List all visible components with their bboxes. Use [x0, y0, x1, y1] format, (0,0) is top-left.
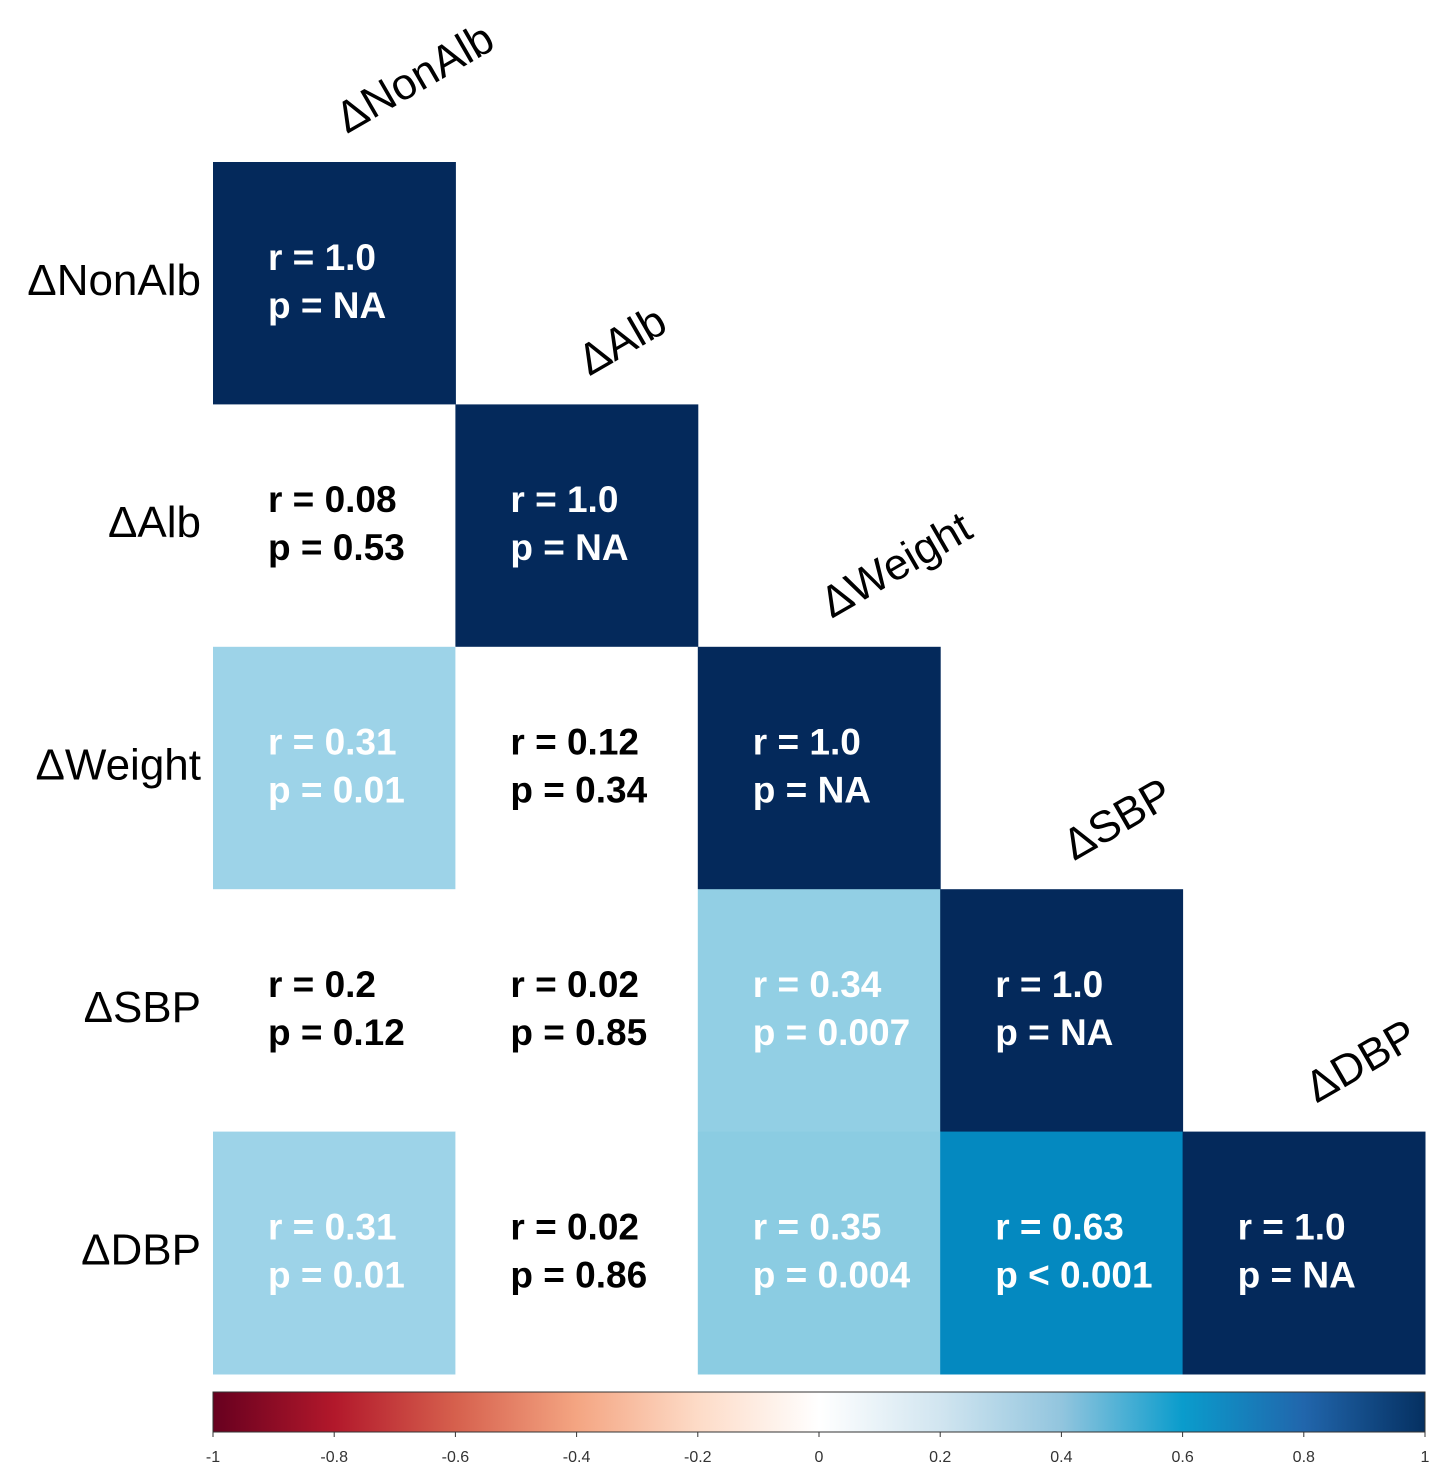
p-label: p = 0.12	[268, 1012, 405, 1053]
cell	[455, 889, 699, 1133]
r-label: r = 1.0	[268, 237, 376, 278]
p-label: p = 0.01	[268, 770, 405, 811]
p-label: p = 0.34	[510, 770, 647, 811]
p-label: p = 0.01	[268, 1254, 405, 1295]
p-label: p = NA	[753, 770, 871, 811]
cell	[455, 404, 699, 648]
cell	[213, 162, 456, 405]
p-label: p = NA	[1238, 1254, 1356, 1295]
cell	[213, 1131, 456, 1375]
colorbar	[212, 1391, 1426, 1433]
p-label: p = NA	[268, 285, 386, 326]
cell	[455, 646, 699, 890]
r-label: r = 0.02	[510, 964, 639, 1005]
r-label: r = 0.08	[268, 479, 397, 520]
cell	[1182, 1131, 1426, 1375]
colorbar-tick-label: 1	[1421, 1449, 1430, 1466]
r-label: r = 1.0	[995, 964, 1103, 1005]
p-label: p = 0.004	[753, 1254, 911, 1295]
p-label: p = 0.007	[753, 1012, 910, 1053]
colorbar-tick-label: -0.8	[320, 1449, 348, 1466]
row-label: ΔAlb	[108, 498, 201, 547]
p-label: p = 0.85	[510, 1012, 647, 1053]
cell	[455, 1131, 699, 1375]
r-label: r = 0.35	[753, 1206, 882, 1247]
cell	[697, 889, 941, 1133]
colorbar-tick-label: -0.2	[684, 1449, 712, 1466]
r-label: r = 0.2	[268, 964, 376, 1005]
colorbar-tick-label: 0.4	[1050, 1449, 1072, 1466]
r-label: r = 1.0	[1238, 1206, 1346, 1247]
cell	[213, 646, 456, 890]
r-label: r = 1.0	[753, 722, 861, 763]
colorbar-tick-label: -0.6	[442, 1449, 470, 1466]
colorbar-tick-label: 0.6	[1171, 1449, 1193, 1466]
r-label: r = 0.31	[268, 1206, 397, 1247]
row-label: ΔDBP	[81, 1225, 201, 1274]
colorbar-tick-label: 0.2	[929, 1449, 951, 1466]
r-label: r = 1.0	[510, 479, 618, 520]
cell	[213, 404, 456, 648]
r-label: r = 0.34	[753, 964, 882, 1005]
cell	[940, 889, 1184, 1133]
cell	[697, 646, 941, 890]
cell	[697, 1131, 941, 1375]
cell	[213, 889, 456, 1133]
row-label: ΔSBP	[84, 983, 201, 1032]
p-label: p < 0.001	[995, 1254, 1152, 1295]
p-label: p = 0.53	[268, 527, 405, 568]
r-label: r = 0.63	[995, 1206, 1124, 1247]
column-label: ΔSBP	[1055, 769, 1181, 870]
cell	[940, 1131, 1184, 1375]
p-label: p = 0.86	[510, 1254, 647, 1295]
colorbar-tick-label: 0	[815, 1449, 824, 1466]
colorbar-tick-label: -1	[206, 1449, 220, 1466]
colorbar-tick-label: 0.8	[1293, 1449, 1315, 1466]
column-label: ΔAlb	[570, 296, 675, 385]
colorbar-tick-label: -0.4	[563, 1449, 591, 1466]
p-label: p = NA	[995, 1012, 1113, 1053]
r-label: r = 0.12	[510, 722, 639, 763]
row-label: ΔNonAlb	[27, 256, 201, 305]
p-label: p = NA	[510, 527, 628, 568]
column-label: ΔNonAlb	[327, 13, 502, 142]
r-label: r = 0.31	[268, 722, 397, 763]
column-label: ΔWeight	[812, 502, 980, 627]
row-label: ΔWeight	[35, 741, 201, 790]
r-label: r = 0.02	[510, 1206, 639, 1247]
column-label: ΔDBP	[1297, 1010, 1425, 1112]
